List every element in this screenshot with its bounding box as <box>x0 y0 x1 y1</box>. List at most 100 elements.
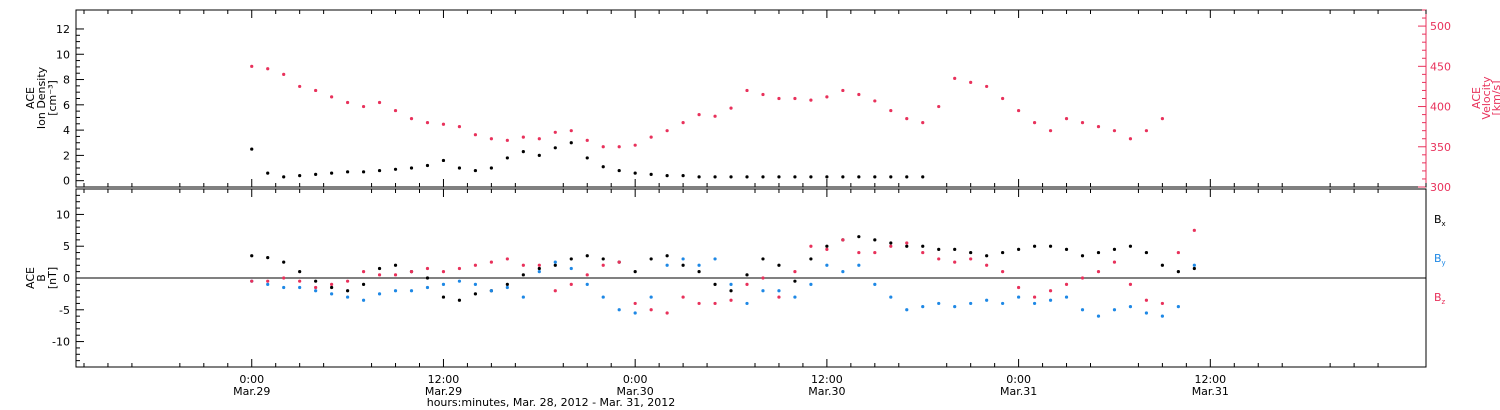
x-tick-time-label: 12:00 <box>811 373 843 386</box>
bz-point <box>665 311 669 315</box>
velocity-point <box>393 108 398 113</box>
bz-point <box>617 260 621 264</box>
velocity-point <box>585 138 589 142</box>
bottom-ylabel-line3: [nT] <box>46 267 59 289</box>
legend-by: By <box>1434 252 1446 267</box>
velocity-point <box>250 64 254 68</box>
velocity-point <box>1096 125 1101 129</box>
bx-point <box>745 273 749 277</box>
density-point <box>250 147 254 151</box>
bx-point <box>441 295 446 299</box>
by-point <box>314 289 318 293</box>
velocity-point <box>1080 121 1085 125</box>
bottom-tick-label: -10 <box>52 336 70 349</box>
top-right-tick-label: 500 <box>1430 20 1451 33</box>
velocity-point <box>633 143 637 147</box>
top-plot-frame <box>75 9 1427 188</box>
bottom-tick-label: 5 <box>63 240 70 253</box>
velocity-point <box>937 104 941 109</box>
by-point <box>841 270 845 274</box>
density-point <box>521 150 525 154</box>
by-point <box>1032 301 1037 306</box>
by-point <box>681 257 685 261</box>
bz-point <box>473 263 478 267</box>
bz-point <box>1096 270 1101 274</box>
bz-point <box>969 257 973 261</box>
bx-point <box>1080 254 1085 258</box>
density-point <box>266 171 270 175</box>
bx-point <box>457 298 462 302</box>
bz-point <box>1128 282 1133 286</box>
density-point <box>681 174 685 178</box>
bx-point <box>1176 270 1180 274</box>
by-point <box>457 279 462 283</box>
velocity-point <box>953 76 957 80</box>
density-point <box>665 174 669 178</box>
by-point <box>1048 298 1053 302</box>
density-point <box>393 167 398 171</box>
by-point <box>1160 314 1164 318</box>
by-point <box>777 289 781 293</box>
bz-point <box>1112 260 1117 264</box>
bottom-ylabel-line2: B <box>35 274 48 282</box>
bx-point <box>330 285 334 290</box>
velocity-point <box>729 106 733 110</box>
bz-point <box>521 263 525 267</box>
by-point <box>1128 305 1133 309</box>
by-point <box>1112 308 1117 312</box>
bx-point <box>633 270 637 274</box>
density-point <box>601 165 605 169</box>
top-ylabel-right-line3: [km/s] <box>1490 80 1500 115</box>
x-tick-date-label: Mar.31 <box>1000 385 1037 398</box>
legend-bx: Bx <box>1434 213 1446 228</box>
bz-point <box>905 241 909 245</box>
bz-point <box>298 279 302 283</box>
density-point <box>745 175 749 179</box>
by-point <box>857 263 861 267</box>
bz-point <box>681 295 685 299</box>
velocity-point <box>761 92 765 97</box>
density-point <box>361 170 366 174</box>
density-point <box>905 175 909 179</box>
velocity-point <box>649 135 653 139</box>
bx-point <box>1160 263 1164 267</box>
bottom-tick-label: -5 <box>59 304 70 317</box>
bx-point <box>793 279 797 283</box>
x-tick-date-label: Mar.29 <box>425 385 462 398</box>
velocity-point <box>553 130 557 134</box>
by-point <box>569 266 573 271</box>
by-point <box>729 282 733 286</box>
bx-point <box>361 282 366 286</box>
bz-point <box>777 295 781 299</box>
bz-point <box>649 308 653 312</box>
velocity-point <box>601 145 605 149</box>
bz-point <box>441 270 446 274</box>
x-tick-date-label: Mar.29 <box>233 385 270 398</box>
density-point <box>761 175 765 179</box>
top-left-tick-label: 12 <box>56 23 70 36</box>
bz-point <box>713 301 717 306</box>
velocity-point <box>905 117 909 121</box>
density-point <box>537 153 541 157</box>
bz-point <box>857 250 861 255</box>
bz-point <box>553 289 557 293</box>
bz-point <box>505 257 509 261</box>
bx-point <box>601 257 605 261</box>
bz-point <box>1160 301 1164 306</box>
bz-point <box>921 250 925 255</box>
by-point <box>601 295 605 299</box>
by-point <box>409 289 414 293</box>
x-tick-date-label: Mar.30 <box>808 385 845 398</box>
by-point <box>1001 301 1005 306</box>
by-point <box>649 295 653 299</box>
density-point <box>649 172 653 176</box>
bx-point <box>953 247 957 251</box>
top-ylabel-left-line2: Ion Density <box>35 66 48 129</box>
bz-point <box>1048 289 1053 293</box>
bz-point <box>537 263 541 267</box>
bx-point <box>969 250 973 255</box>
bx-point <box>282 260 286 264</box>
by-point <box>713 257 717 261</box>
bz-point <box>266 279 270 283</box>
